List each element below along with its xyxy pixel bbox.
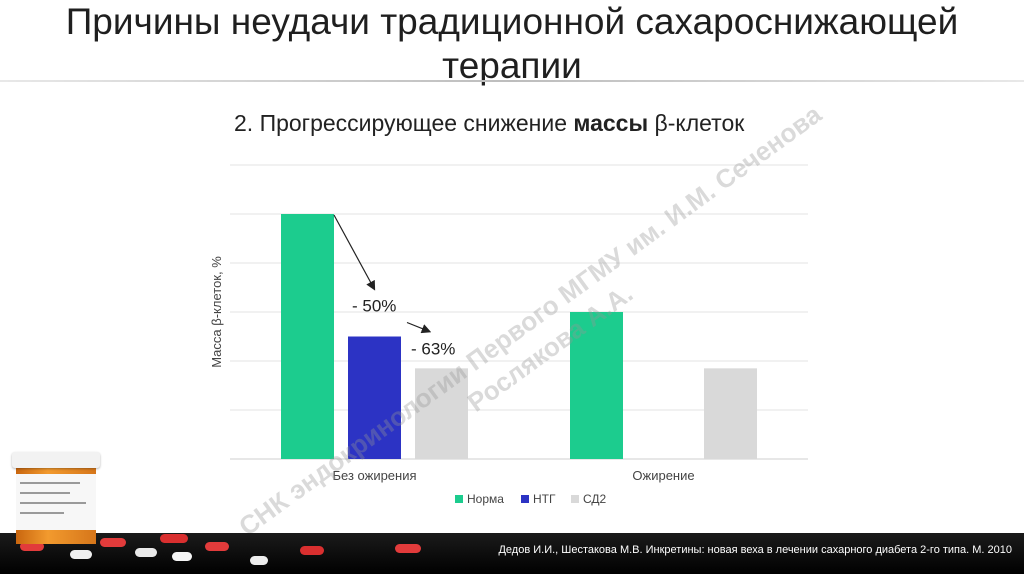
label-line: [20, 482, 80, 484]
subtitle-suffix: β-клеток: [648, 110, 745, 136]
bar: [281, 214, 334, 459]
legend-swatch: [571, 495, 579, 503]
bar: [570, 312, 623, 459]
bottle-cap: [12, 452, 100, 468]
pill-image: [250, 556, 268, 565]
pill-image: [160, 534, 188, 543]
annotation-arrow: [333, 214, 376, 291]
subtitle-bold: массы: [573, 110, 649, 136]
legend-label: НТГ: [533, 492, 556, 506]
title-divider: [0, 80, 1024, 82]
legend-label: Норма: [467, 492, 504, 506]
pill-image: [395, 544, 421, 553]
label-line: [20, 512, 64, 514]
annotation-label: - 50%: [352, 297, 396, 316]
legend-label: СД2: [583, 492, 607, 506]
citation: Дедов И.И., Шестакова М.В. Инкретины: но…: [498, 544, 1012, 556]
legend-swatch: [521, 495, 529, 503]
pill-image: [20, 542, 44, 551]
slide-title: Причины неудачи традиционной сахароснижа…: [0, 0, 1024, 88]
subtitle-prefix: 2. Прогрессирующее снижение: [234, 110, 574, 136]
label-line: [20, 502, 86, 504]
x-tick-label: Без ожирения: [332, 468, 416, 483]
bar: [415, 368, 468, 459]
bar: [704, 368, 757, 459]
pill-bottle-image: [12, 452, 100, 544]
title-line-2: терапии: [442, 45, 582, 86]
pill-image: [135, 548, 157, 557]
pill-image: [172, 552, 192, 561]
annotation-label: - 63%: [411, 339, 455, 358]
x-tick-label: Ожирение: [632, 468, 694, 483]
bar: [348, 336, 401, 459]
title-line-1: Причины неудачи традиционной сахароснижа…: [65, 1, 959, 42]
legend-swatch: [455, 495, 463, 503]
pill-image: [205, 542, 229, 551]
pills-image: [0, 520, 440, 574]
annotation-arrow: [406, 321, 432, 334]
label-line: [20, 492, 70, 494]
slide-subtitle: 2. Прогрессирующее снижение массы β-клет…: [234, 110, 744, 137]
pill-image: [100, 538, 126, 547]
pill-image: [300, 546, 324, 555]
y-axis-label: Масса β-клеток, %: [209, 256, 224, 368]
pill-image: [70, 550, 92, 559]
